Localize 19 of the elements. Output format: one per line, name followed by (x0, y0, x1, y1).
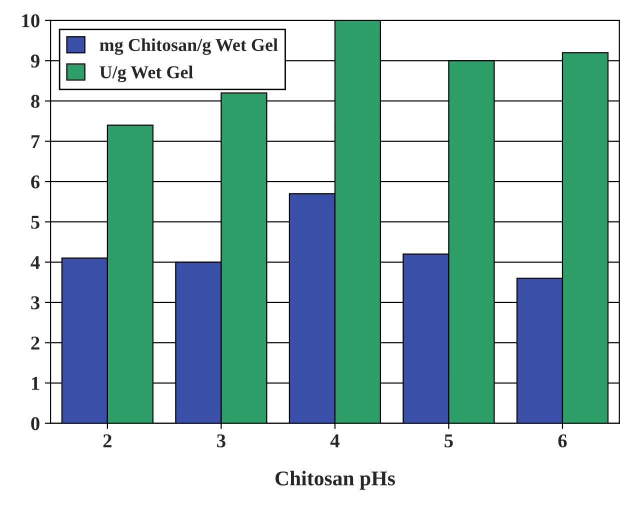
y-tick-label: 10 (22, 14, 40, 28)
y-tick-label: 5 (31, 216, 40, 229)
x-tick-label: 6 (558, 434, 567, 448)
x-tick-label: 3 (217, 434, 226, 448)
y-tick-label: 9 (30, 54, 40, 68)
legend-label: U/g Wet Gel (100, 66, 193, 82)
y-tick-label: 1 (32, 376, 40, 390)
y-tick-label: 6 (31, 175, 40, 188)
y-tick-label: 4 (30, 256, 40, 269)
y-tick-label: 3 (31, 296, 40, 310)
y-tick-label: 7 (32, 135, 40, 148)
y-tick-label: 2 (31, 336, 40, 350)
y-tick-label: 8 (31, 94, 40, 108)
x-axis-title: Chitosan pHs (275, 470, 395, 490)
x-tick-label: 5 (444, 434, 453, 448)
y-tick-label: 0 (31, 417, 40, 430)
x-tick-label: 4 (330, 434, 340, 448)
legend-label: mg Chitosan/g Wet Gel (100, 38, 278, 55)
x-tick-label: 2 (103, 434, 112, 448)
